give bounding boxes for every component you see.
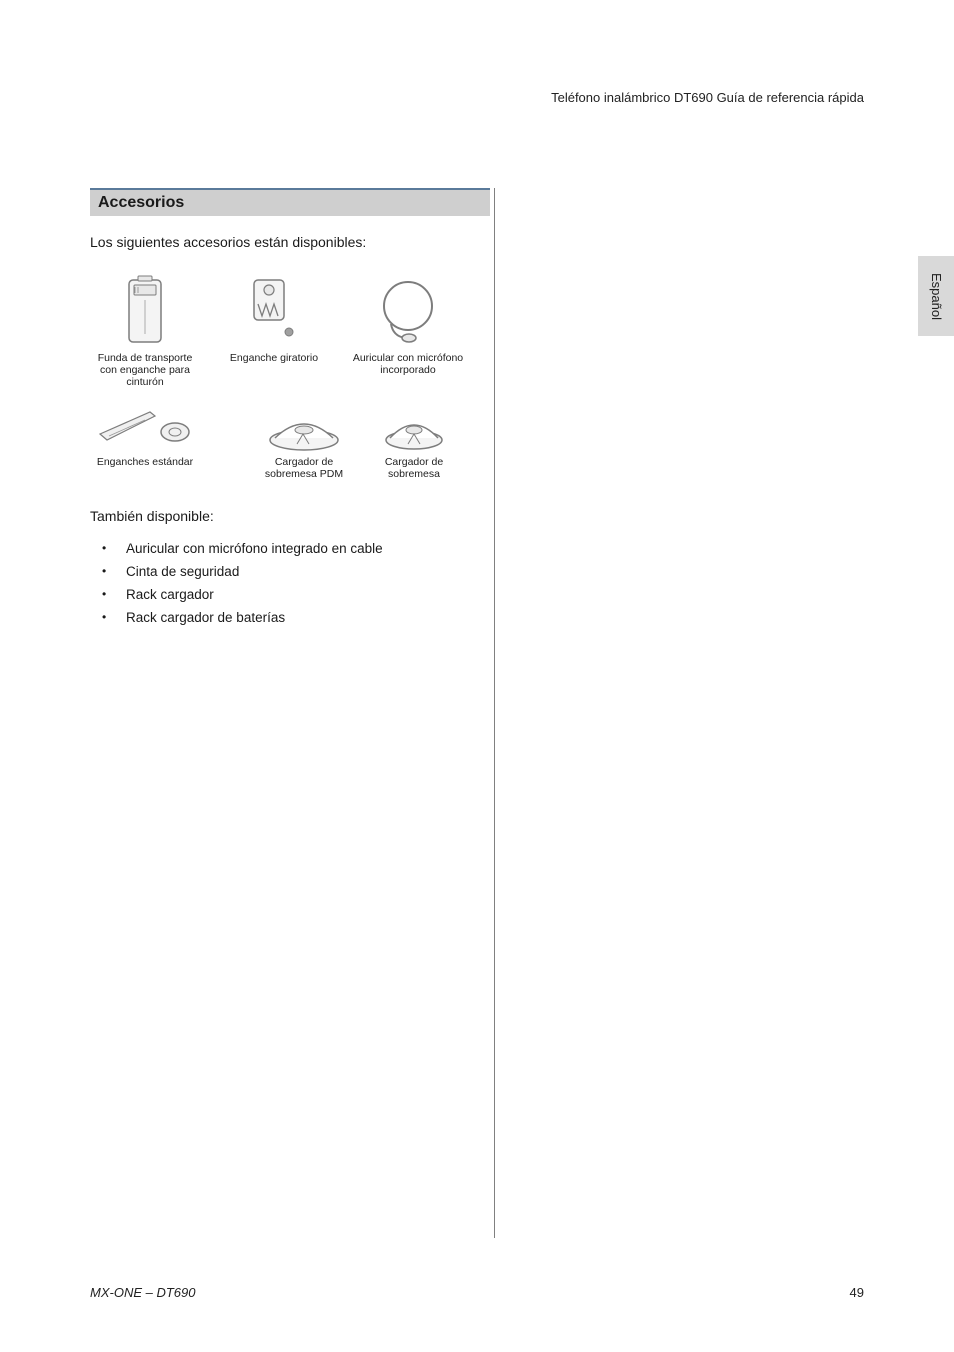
language-tab: Español	[918, 256, 954, 336]
list-item: Auricular con micrófono integrado en cab…	[102, 538, 490, 561]
language-tab-label: Español	[929, 273, 944, 320]
accessory-standard-clips: Enganches estándar	[90, 404, 200, 468]
swivel-clip-label: Enganche giratorio	[230, 352, 318, 364]
page-number: 49	[850, 1285, 864, 1300]
standard-clips-icon	[95, 404, 195, 452]
page-footer: MX-ONE – DT690 49	[90, 1285, 864, 1300]
also-available-list: Auricular con micrófono integrado en cab…	[90, 538, 490, 630]
carry-case-icon	[122, 274, 168, 348]
list-item: Rack cargador de baterías	[102, 607, 490, 630]
running-header: Teléfono inalámbrico DT690 Guía de refer…	[551, 90, 864, 105]
standard-clips-label: Enganches estándar	[97, 456, 193, 468]
charger-label: Cargador de sobremesa	[374, 456, 454, 480]
accessory-headset: Auricular con micrófono incorporado	[348, 274, 468, 376]
accessory-charger-pdm: Cargador de sobremesa PDM	[258, 404, 350, 480]
column-divider	[494, 188, 495, 1238]
main-column: Accesorios Los siguientes accesorios est…	[90, 188, 490, 630]
footer-product: MX-ONE – DT690	[90, 1285, 195, 1300]
list-item: Rack cargador	[102, 584, 490, 607]
accessory-carry-case: Funda de transporte con enganche para ci…	[90, 274, 200, 388]
headset-icon	[373, 274, 443, 348]
carry-case-label: Funda de transporte con enganche para ci…	[90, 352, 200, 388]
headset-label: Auricular con micrófono incorporado	[348, 352, 468, 376]
section-heading: Accesorios	[90, 188, 490, 216]
accessory-charger: Cargador de sobremesa	[374, 404, 454, 480]
charger-pdm-icon	[265, 404, 343, 452]
also-available-title: También disponible:	[90, 508, 490, 524]
list-item: Cinta de seguridad	[102, 561, 490, 584]
swivel-clip-icon	[244, 274, 304, 348]
charger-icon	[381, 404, 447, 452]
section-intro: Los siguientes accesorios están disponib…	[90, 234, 490, 250]
accessory-swivel-clip: Enganche giratorio	[224, 274, 324, 364]
charger-pdm-label: Cargador de sobremesa PDM	[258, 456, 350, 480]
accessories-grid: Funda de transporte con enganche para ci…	[90, 274, 490, 480]
